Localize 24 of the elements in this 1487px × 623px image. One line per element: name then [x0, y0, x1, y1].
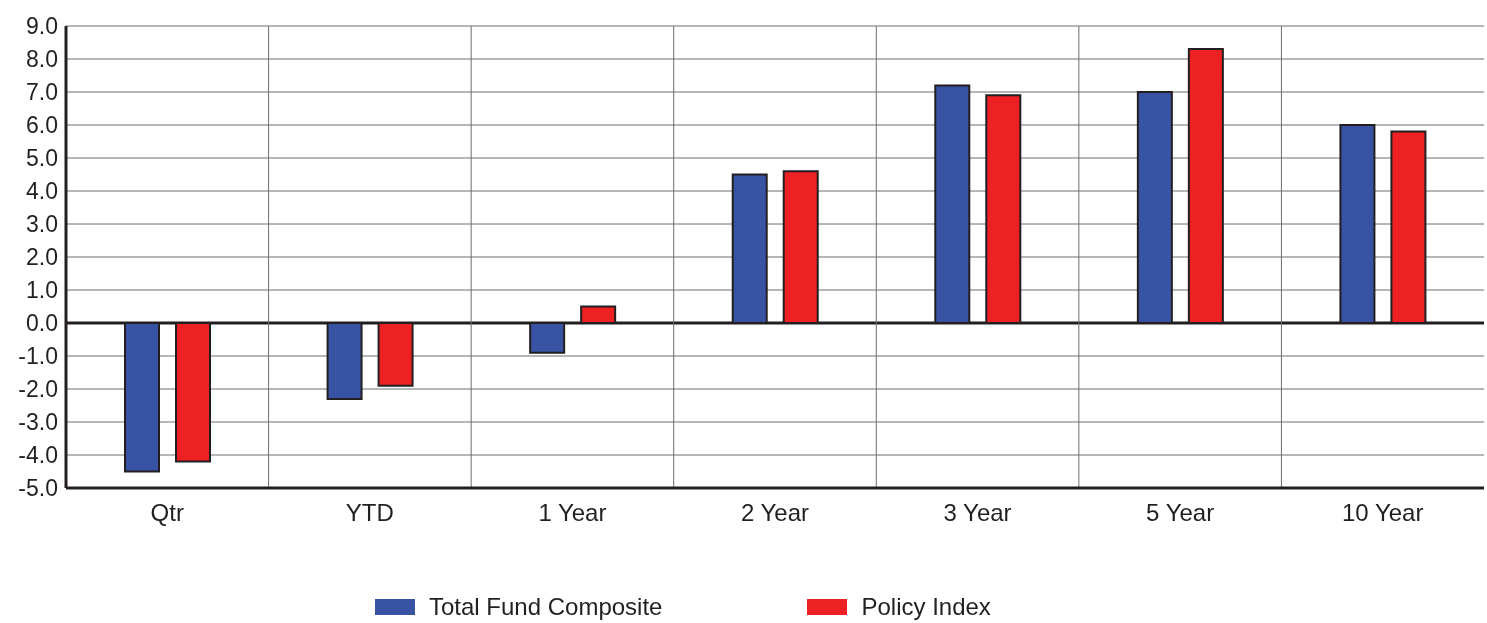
y-tick-label: 1.0: [26, 277, 58, 304]
x-tick-label: 1 Year: [538, 499, 607, 527]
y-tick-label: -3.0: [18, 409, 58, 436]
x-tick-label: 2 Year: [740, 499, 810, 527]
x-tick-label: YTD: [345, 499, 394, 527]
y-tick-label: -5.0: [18, 475, 58, 502]
x-tick-label: 5 Year: [1146, 499, 1215, 527]
y-tick-label: 3.0: [26, 211, 58, 238]
x-tick-label: 3 Year: [943, 499, 1012, 527]
legend-label: Total Fund Composite: [429, 593, 663, 621]
y-tick-label: 4.0: [26, 178, 58, 205]
x-tick-label: 10 Year: [1342, 499, 1424, 527]
y-tick-label: 7.0: [26, 79, 58, 106]
y-tick-label: -2.0: [18, 376, 58, 403]
y-tick-label: 8.0: [26, 46, 58, 73]
y-tick-label: -1.0: [18, 343, 58, 370]
y-tick-label: 9.0: [26, 13, 58, 40]
y-tick-label: 5.0: [26, 145, 58, 172]
y-tick-label: 6.0: [26, 112, 58, 139]
legend-label: Policy Index: [861, 593, 991, 621]
y-tick-label: 0.0: [26, 310, 58, 337]
y-tick-label: -4.0: [18, 442, 58, 469]
x-tick-label: Qtr: [150, 499, 184, 527]
y-tick-label: 2.0: [26, 244, 58, 271]
